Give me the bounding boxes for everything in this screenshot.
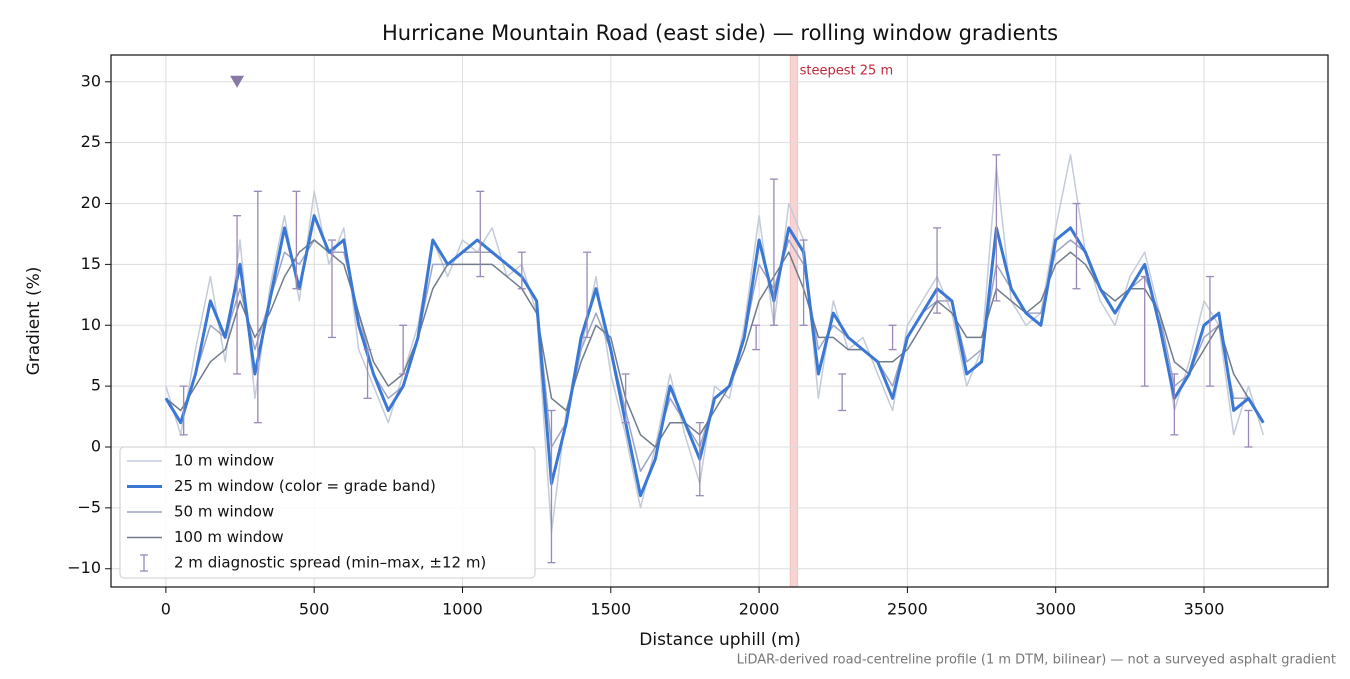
y-tick-label: −5 — [77, 497, 101, 516]
error-bar — [292, 190, 301, 290]
legend-label: 100 m window — [174, 528, 284, 546]
error-bar — [363, 348, 372, 399]
y-tick-label: 5 — [91, 376, 101, 395]
legend-label: 25 m window (color = grade band) — [174, 477, 436, 495]
error-bar — [476, 190, 485, 278]
legend-label: 10 m window — [174, 452, 274, 470]
series-line — [164, 214, 1265, 498]
error-bar — [547, 409, 556, 564]
x-tick-label: 2500 — [887, 600, 928, 619]
y-tick-label: 0 — [91, 437, 101, 456]
error-bar — [752, 324, 761, 351]
x-tick-label: 0 — [161, 600, 171, 619]
x-tick-label: 500 — [299, 600, 330, 619]
error-bar — [1170, 373, 1179, 436]
error-bar — [838, 373, 847, 412]
y-tick-label: 15 — [81, 254, 101, 273]
x-tick-label: 1500 — [590, 600, 631, 619]
legend-label: 50 m window — [174, 503, 274, 521]
error-bar — [583, 251, 592, 339]
error-bar — [695, 422, 704, 497]
span-label: steepest 25 m — [800, 64, 893, 79]
series-line — [165, 239, 1264, 448]
error-bar — [179, 385, 188, 436]
plot-frame — [110, 54, 1329, 588]
error-bar — [233, 215, 242, 375]
y-tick-label: 20 — [81, 193, 101, 212]
error-bar — [1072, 202, 1081, 290]
clip-marker — [230, 75, 245, 88]
error-bar — [253, 190, 262, 424]
error-bar — [621, 373, 630, 424]
error-bar — [327, 239, 336, 339]
x-tick-label: 1000 — [442, 600, 483, 619]
error-bar — [1205, 275, 1214, 387]
y-tick-label: 10 — [81, 315, 101, 334]
footnote: LiDAR-derived road-centreline profile (1… — [737, 653, 1336, 668]
error-bar — [888, 324, 897, 351]
legend-label: 2 m diagnostic spread (min–max, ±12 m) — [174, 554, 486, 572]
error-bar — [1140, 275, 1149, 387]
y-tick-label: −10 — [67, 558, 101, 577]
highlight-span — [789, 54, 799, 588]
y-tick-label: 25 — [81, 132, 101, 151]
error-bar — [769, 178, 778, 326]
error-bar — [517, 251, 526, 290]
legend-box — [119, 446, 536, 579]
error-bar — [799, 239, 808, 326]
x-axis-label: Distance uphill (m) — [639, 630, 800, 650]
chart-title: Hurricane Mountain Road (east side) — ro… — [382, 21, 1058, 45]
error-bar — [933, 227, 942, 314]
x-tick-label: 2000 — [739, 600, 780, 619]
error-bar — [1244, 409, 1253, 448]
error-bar — [992, 154, 1001, 302]
error-bar — [399, 324, 408, 375]
y-axis-label: Gradient (%) — [24, 267, 44, 376]
x-tick-label: 3500 — [1184, 600, 1225, 619]
x-tick-label: 3000 — [1035, 600, 1076, 619]
y-tick-label: 30 — [81, 71, 101, 90]
